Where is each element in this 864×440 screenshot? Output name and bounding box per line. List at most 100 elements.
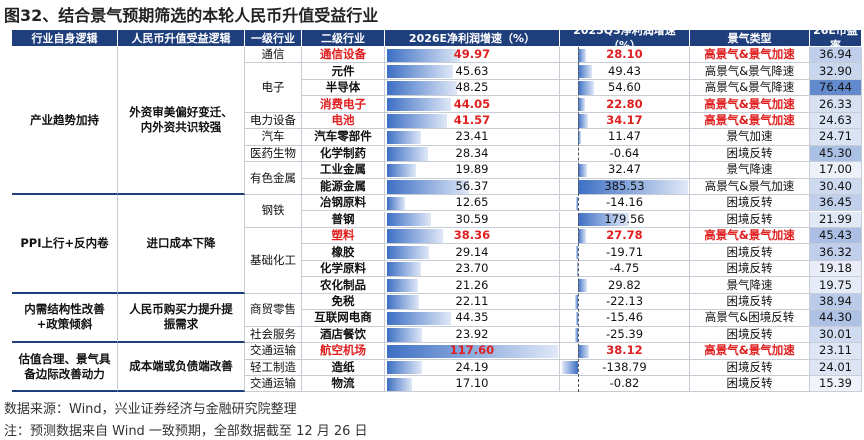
rmb-logic: 外资审美偏好变迁、内外资共识较强: [118, 47, 245, 196]
growth-2025q3-bar: [562, 361, 578, 375]
industry: 基础化工: [245, 227, 302, 294]
growth-2026e-bar: [387, 229, 443, 243]
growth-2026e-bar: [387, 180, 469, 194]
cycle-type: 高景气&困境反转: [690, 310, 810, 327]
growth-2026e-bar: [387, 295, 420, 309]
growth-2026e-bar: [387, 147, 429, 161]
growth-2025q3-bar: [575, 295, 578, 309]
growth-2026e: 23.92: [385, 326, 560, 344]
pe-26e: 24.71: [810, 129, 862, 146]
industry: 钢铁: [245, 195, 302, 228]
industry: 电子: [245, 63, 302, 113]
pe-26e: 30.01: [810, 326, 862, 344]
pe-26e: 36.94: [810, 47, 862, 64]
sub-industry: 电池: [302, 112, 385, 130]
growth-2025q3: 54.60: [560, 79, 690, 97]
industry-logic: PPI上行+反内卷: [12, 195, 118, 294]
column-header: 2025Q3净利润增速（%）: [560, 30, 690, 47]
growth-2026e-bar: [387, 311, 452, 326]
cycle-type: 困境反转: [690, 145, 810, 163]
growth-2025q3: -22.13: [560, 293, 690, 311]
rmb-logic: 进口成本下降: [118, 195, 245, 294]
growth-2026e-bar: [387, 64, 454, 79]
growth-2026e: 22.11: [385, 293, 560, 311]
growth-2026e-bar: [387, 48, 460, 62]
growth-2026e-bar: [387, 196, 406, 210]
growth-2026e-bar: [387, 81, 458, 95]
industry: 电力设备: [245, 112, 302, 130]
cycle-type: 困境反转: [690, 376, 810, 393]
sub-industry: 塑料: [302, 227, 385, 245]
note: 注：预测数据来自 Wind 一致预期，全部数据截至 12 月 26 日: [4, 424, 368, 439]
sub-industry: 橡胶: [302, 244, 385, 261]
sub-industry: 工业金属: [302, 162, 385, 179]
growth-2025q3: 49.43: [560, 63, 690, 80]
industry: 汽车: [245, 129, 302, 146]
growth-2026e-bar: [387, 344, 558, 359]
growth-2025q3-bar: [575, 245, 578, 260]
cycle-type: 困境反转: [690, 244, 810, 261]
pe-26e: 26.33: [810, 96, 862, 113]
growth-2026e-bar: [387, 130, 422, 145]
column-header: 一级行业: [245, 30, 302, 47]
cycle-type: 高景气&景气降速: [690, 79, 810, 97]
cycle-type: 高景气&景气加速: [690, 96, 810, 113]
growth-2026e-bar: [387, 213, 432, 227]
growth-2026e: 38.36: [385, 227, 560, 245]
growth-2025q3: -4.75: [560, 260, 690, 278]
sub-industry: 免税: [302, 293, 385, 311]
growth-2026e: 12.65: [385, 195, 560, 212]
growth-2025q3: -25.39: [560, 326, 690, 344]
growth-2026e: 48.25: [385, 79, 560, 97]
pe-26e: 17.00: [810, 162, 862, 179]
zero-line: [578, 47, 580, 393]
pe-26e: 19.75: [810, 277, 862, 294]
cycle-type: 高景气&景气加速: [690, 178, 810, 196]
growth-2025q3-bar: [578, 114, 588, 128]
column-header: 景气类型: [690, 30, 810, 47]
growth-2025q3-bar: [576, 196, 578, 210]
cycle-type: 高景气&景气加速: [690, 112, 810, 130]
pe-26e: 36.32: [810, 244, 862, 261]
pe-26e: 19.18: [810, 260, 862, 278]
pe-26e: 36.45: [810, 195, 862, 212]
sub-industry: 冶钢原料: [302, 195, 385, 212]
column-header: 二级行业: [302, 30, 385, 47]
growth-2025q3-bar: [578, 97, 585, 112]
growth-2026e: 56.37: [385, 178, 560, 196]
growth-2025q3: 32.47: [560, 162, 690, 179]
industry-logic: 产业趋势加持: [12, 47, 118, 196]
sub-industry: 能源金属: [302, 178, 385, 196]
pe-26e: 24.01: [810, 359, 862, 376]
growth-2026e-bar: [387, 114, 448, 128]
industry: 交通运输: [245, 376, 302, 393]
cycle-type: 困境反转: [690, 326, 810, 344]
growth-2025q3: 29.82: [560, 277, 690, 294]
rmb-logic: 成本端或负债端改善: [118, 343, 245, 393]
pe-26e: 32.90: [810, 63, 862, 80]
cycle-type: 困境反转: [690, 260, 810, 278]
sub-industry: 普钢: [302, 211, 385, 228]
growth-2025q3: -0.82: [560, 376, 690, 393]
growth-2026e: 117.60: [385, 343, 560, 360]
growth-2026e: 24.19: [385, 359, 560, 376]
growth-2025q3-bar: [578, 229, 586, 243]
column-header: 2026E净利润增速（%）: [385, 30, 560, 47]
growth-2025q3: -0.64: [560, 145, 690, 163]
industry: 交通运输: [245, 343, 302, 360]
growth-2025q3-bar: [577, 262, 578, 276]
growth-2026e-bar: [387, 361, 423, 375]
growth-2026e: 17.10: [385, 376, 560, 393]
industry: 社会服务: [245, 326, 302, 344]
column-header: 人民币升值受益逻辑: [118, 30, 245, 47]
column-header: 26E市盈率: [810, 30, 862, 47]
pe-26e: 24.63: [810, 112, 862, 130]
sub-industry: 半导体: [302, 79, 385, 97]
growth-2025q3-bar: [578, 180, 688, 194]
growth-2025q3: -15.46: [560, 310, 690, 327]
industry: 有色金属: [245, 162, 302, 196]
growth-2026e: 44.05: [385, 96, 560, 113]
cycle-type: 景气降速: [690, 277, 810, 294]
growth-2026e: 23.41: [385, 129, 560, 146]
